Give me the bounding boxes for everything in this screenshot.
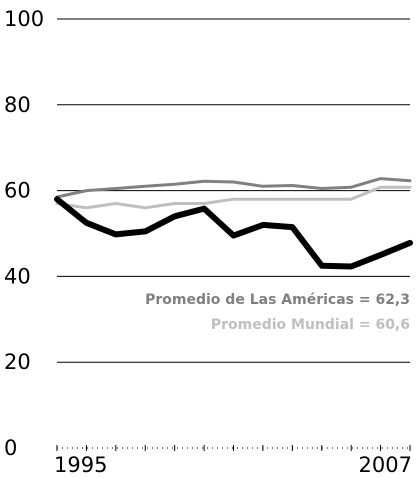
series-line-world-average	[55, 185, 412, 210]
x-tick-label-first: 1995	[54, 453, 107, 477]
world-average-annotation: Promedio Mundial = 60,6	[211, 317, 410, 333]
y-tick-label-20: 20	[4, 350, 31, 374]
y-tick-label-100: 100	[4, 7, 44, 31]
annotations: Promedio de Las Américas = 62,3 Promedio…	[145, 292, 410, 333]
series-lines	[54, 177, 413, 270]
y-tick-label-0: 0	[4, 436, 17, 460]
y-tick-label-80: 80	[4, 93, 31, 117]
series-line-americas-average	[55, 177, 412, 199]
series-line-country	[54, 196, 413, 270]
x-axis: 1995 2007	[54, 445, 412, 477]
y-tick-label-60: 60	[4, 179, 31, 203]
x-tick-label-last: 2007	[359, 453, 412, 477]
y-tick-label-40: 40	[4, 264, 31, 288]
americas-average-annotation: Promedio de Las Américas = 62,3	[145, 292, 410, 308]
gridlines	[57, 18, 410, 363]
y-axis-ticks: 0 20 40 60 80 100	[4, 7, 44, 460]
